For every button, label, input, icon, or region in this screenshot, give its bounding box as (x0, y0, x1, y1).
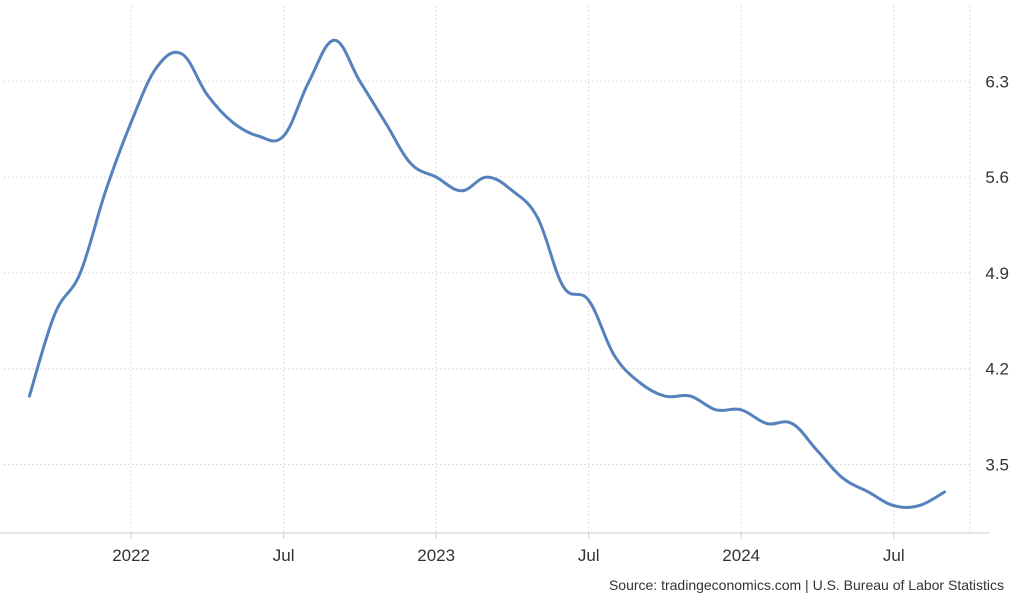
x-tick-label: 2022 (112, 546, 150, 565)
y-tick-label: 5.6 (985, 168, 1009, 187)
x-tick-label: Jul (578, 546, 600, 565)
series-line (27, 38, 947, 509)
grid-lines (4, 6, 971, 533)
y-tick-label: 6.3 (985, 72, 1009, 91)
source-credit: Source: tradingeconomics.com | U.S. Bure… (608, 577, 1004, 593)
x-tick-label: Jul (273, 546, 295, 565)
x-axis-tick-labels: 2022 Jul 2023 Jul 2024 Jul (112, 533, 905, 565)
x-tick-label: 2023 (417, 546, 455, 565)
x-tick-label: Jul (883, 546, 905, 565)
y-axis-tick-labels: 6.3 5.6 4.9 4.2 3.5 (985, 72, 1009, 474)
y-tick-label: 4.2 (985, 360, 1009, 379)
series-layer (27, 38, 947, 509)
x-tick-label: 2024 (722, 546, 760, 565)
y-tick-label: 3.5 (985, 456, 1009, 475)
y-tick-label: 4.9 (985, 264, 1009, 283)
